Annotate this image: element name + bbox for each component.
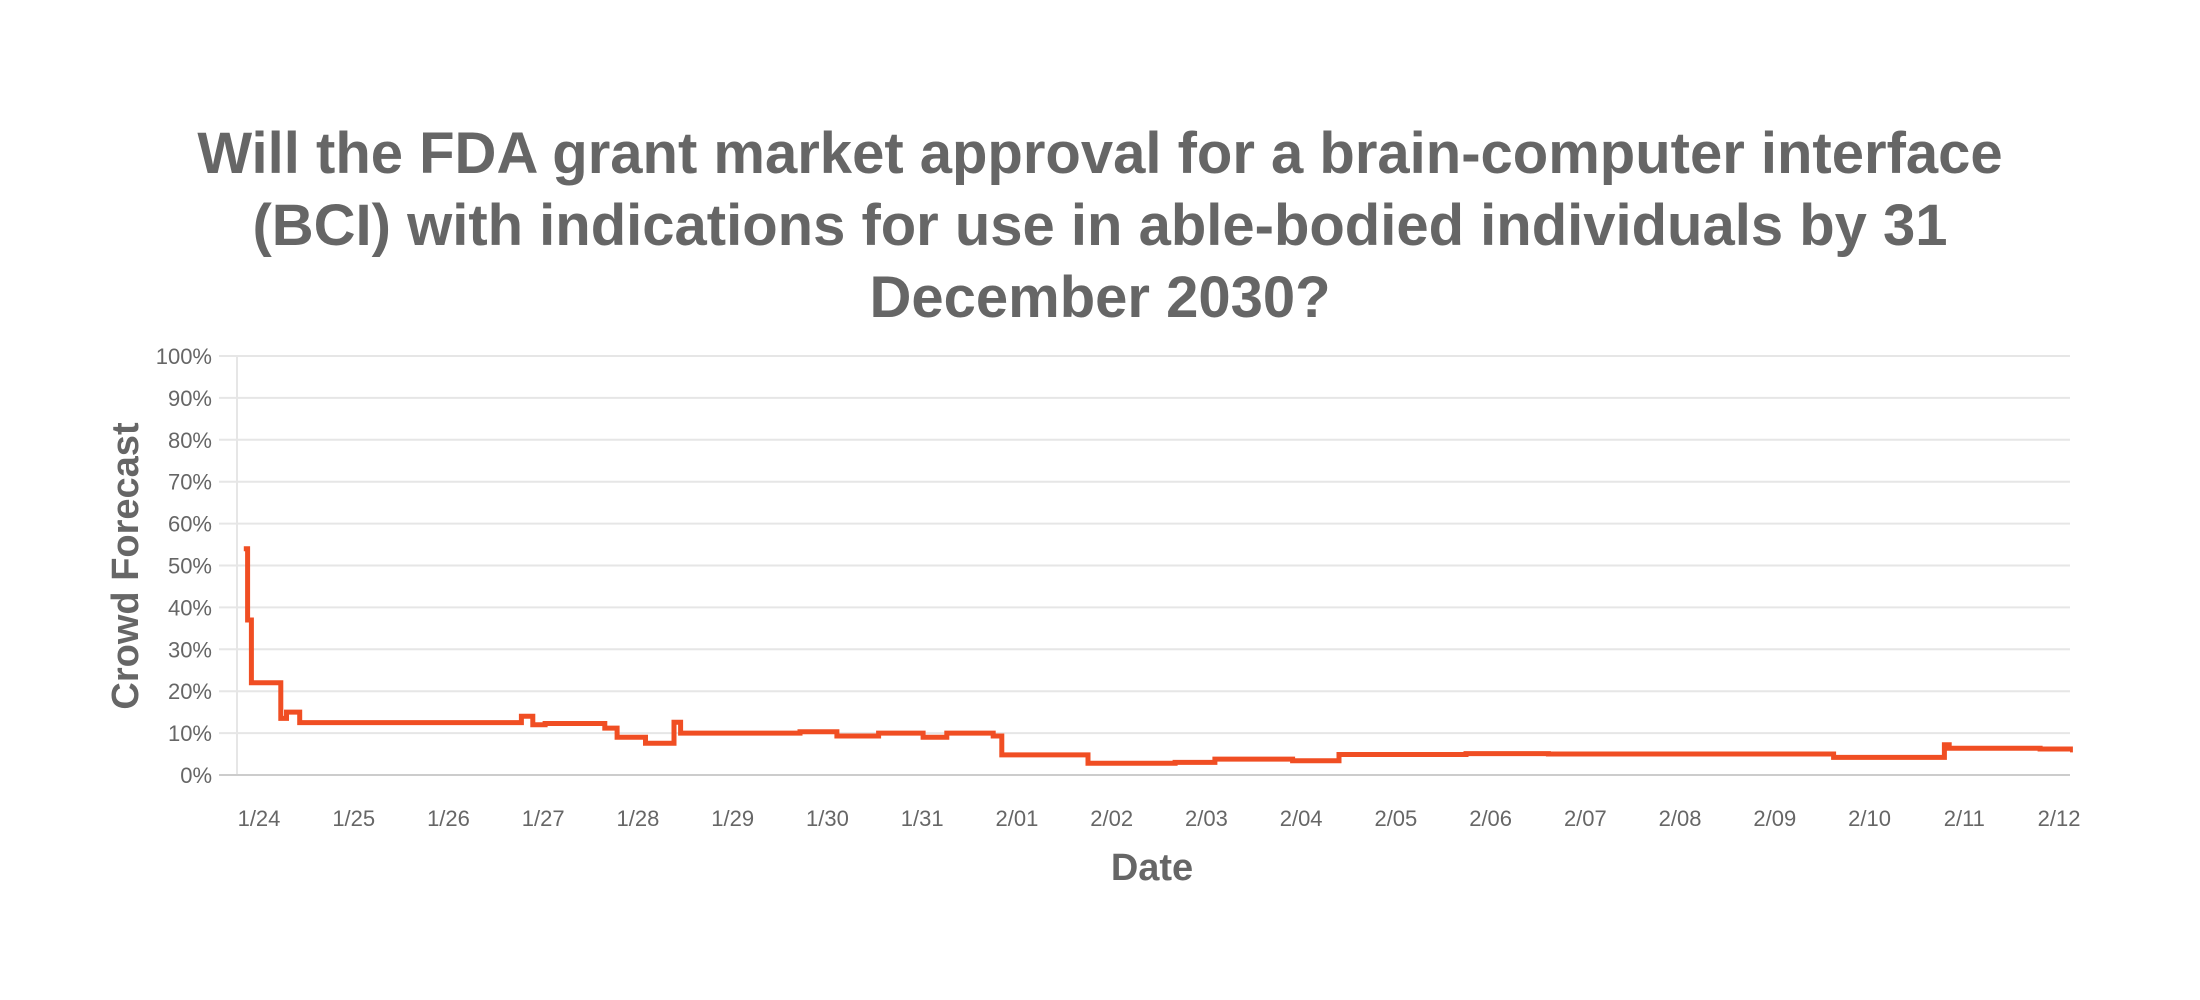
- y-tick-label: 40%: [168, 595, 212, 620]
- y-tick-label: 60%: [168, 512, 212, 537]
- x-tick-label: 2/03: [1185, 806, 1228, 831]
- y-tick-label: 0%: [180, 763, 212, 788]
- y-tick-label: 30%: [168, 637, 212, 662]
- chart-title-line-2: (BCI) with indications for use in able-b…: [252, 193, 1948, 258]
- y-axis-tick-labels: 0% 10% 20% 30% 40% 50% 60% 70% 80% 90% 100%: [156, 344, 212, 788]
- x-tick-label: 2/05: [1374, 806, 1417, 831]
- x-tick-label: 1/25: [332, 806, 375, 831]
- x-tick-label: 2/11: [1944, 806, 1985, 831]
- x-tick-label: 2/01: [996, 806, 1039, 831]
- y-tick-label: 100%: [156, 344, 212, 369]
- y-tick-label: 50%: [168, 554, 212, 579]
- x-tick-label: 1/28: [617, 806, 660, 831]
- x-tick-label: 2/08: [1659, 806, 1702, 831]
- y-tick-label: 70%: [168, 470, 212, 495]
- y-gridlines: [219, 355, 2070, 735]
- x-tick-label: 2/09: [1753, 806, 1796, 831]
- x-tick-label: 2/06: [1469, 806, 1512, 831]
- x-tick-label: 1/26: [427, 806, 470, 831]
- x-tick-label: 1/27: [522, 806, 565, 831]
- x-tick-label: 1/24: [238, 806, 281, 831]
- x-tick-label: 2/04: [1280, 806, 1323, 831]
- x-tick-label: 1/31: [901, 806, 944, 831]
- chart-title: Will the FDA grant market approval for a…: [100, 118, 2100, 334]
- x-tick-label: 2/02: [1090, 806, 1133, 831]
- x-tick-label: 2/07: [1564, 806, 1607, 831]
- x-axis-tick-labels: 1/24 1/25 1/26 1/27 1/28 1/29 1/30 1/31 2/01 2/02…: [238, 806, 2081, 831]
- chart-title-line-1: Will the FDA grant market approval for a…: [197, 121, 2003, 186]
- y-tick-label: 20%: [168, 679, 212, 704]
- x-tick-label: 2/12: [2038, 806, 2081, 831]
- crowd-forecast-series-line: [243, 546, 2073, 766]
- y-tick-label: 90%: [168, 386, 212, 411]
- y-tick-label: 80%: [168, 428, 212, 453]
- x-tick-label: 1/30: [806, 806, 849, 831]
- x-tick-label: 2/10: [1848, 806, 1891, 831]
- chart-title-line-3: December 2030?: [869, 265, 1331, 330]
- y-tick-label: 10%: [168, 721, 212, 746]
- y-axis-title: Crowd Forecast: [105, 422, 147, 710]
- x-tick-label: 1/29: [711, 806, 754, 831]
- x-axis-title: Date: [1111, 847, 1193, 889]
